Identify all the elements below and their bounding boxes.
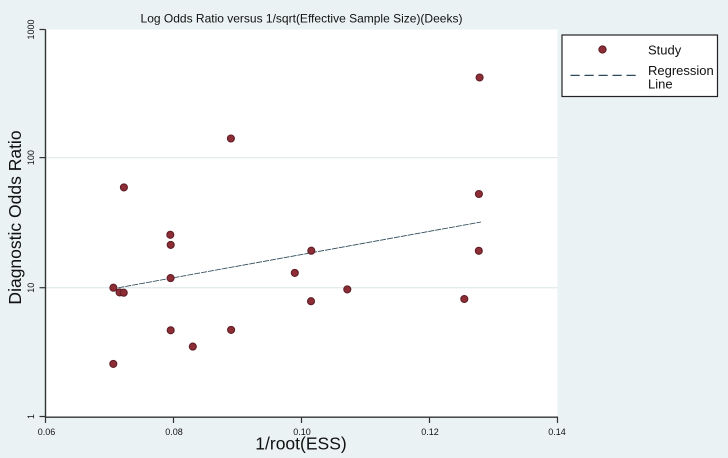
svg-text:Study: Study: [648, 42, 682, 57]
svg-text:Log Odds Ratio versus 1/sqrt(E: Log Odds Ratio versus 1/sqrt(Effective S…: [141, 12, 463, 26]
svg-text:Diagnostic Odds Ratio: Diagnostic Odds Ratio: [5, 130, 25, 304]
svg-text:0.10: 0.10: [293, 427, 311, 437]
svg-text:Line: Line: [648, 77, 673, 92]
svg-text:0.08: 0.08: [165, 427, 183, 437]
svg-text:1000: 1000: [26, 19, 36, 39]
svg-text:10: 10: [26, 283, 36, 293]
svg-text:Regression: Regression: [648, 63, 714, 78]
svg-text:0.06: 0.06: [38, 427, 56, 437]
svg-text:0.14: 0.14: [548, 427, 566, 437]
svg-text:1: 1: [26, 414, 36, 419]
svg-text:1/root(ESS): 1/root(ESS): [255, 433, 346, 453]
svg-text:100: 100: [26, 150, 36, 165]
svg-text:0.12: 0.12: [421, 427, 439, 437]
